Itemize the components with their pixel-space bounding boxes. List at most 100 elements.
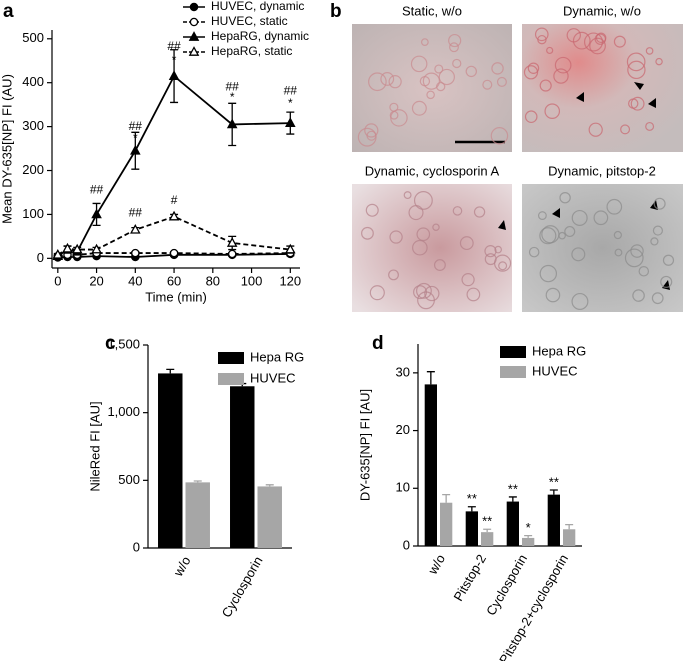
series [52,210,296,259]
line [57,215,291,256]
point [188,46,200,56]
cell [539,79,552,92]
y-tick-label: 20 [396,422,410,437]
cell [368,72,387,92]
y-tick-label: 200 [22,162,44,177]
error-bar [483,528,492,533]
error-bar [565,523,574,530]
point [285,117,296,127]
cell [365,203,379,217]
cell [361,226,374,240]
cell [388,75,402,89]
panel-letter: b [330,1,342,22]
cell [653,197,666,210]
y-tick-label: 500 [22,30,44,45]
cell [626,52,646,72]
cell [534,27,549,42]
legend-swatch [500,346,526,358]
cell [448,33,462,48]
cell [498,261,508,271]
cell [606,198,623,215]
cell [572,31,591,50]
x-tick-label: Cyclosporin [483,552,530,618]
cell [422,72,441,90]
cell [566,28,581,43]
cell [645,121,655,131]
panel-letter: d [372,333,384,354]
cell [403,191,412,200]
cell [571,247,586,262]
cell [537,34,547,45]
line [57,74,291,257]
y-axis-label: NileRed FI [AU] [87,401,102,491]
cell [433,259,446,272]
cell [554,56,572,74]
legend-label: HUVEC [250,370,296,385]
y-tick-label: 1,500 [107,336,140,351]
legend-label: HepaRG, static [211,44,292,58]
annotation: # [171,193,178,207]
x-tick-label: 40 [128,273,142,288]
annotation: * [133,131,138,145]
legend-label: HUVEC [532,363,578,378]
cell [449,42,459,53]
significance: * [526,520,531,535]
annotation: * [172,53,177,67]
cell [627,60,646,80]
cell [589,37,606,55]
cell [491,62,504,75]
annotation: ## [167,39,181,53]
cell [660,275,673,288]
legend-label: Hepa RG [250,349,304,364]
cell [420,38,429,46]
cell [459,236,474,251]
annotation: ## [284,84,298,98]
x-tick-label: 100 [241,273,263,288]
point [91,208,102,219]
significance: ** [508,481,518,496]
cell [632,289,645,302]
bar [506,501,519,546]
point [189,2,199,12]
y-tick-label: 400 [22,74,44,89]
point [226,118,238,129]
y-axis-label: DY-635[NP] FI [AU] [357,389,372,501]
cell [465,65,477,78]
cell [388,269,399,281]
cell [452,58,462,69]
cell [545,287,561,303]
bar [465,511,478,546]
cell [652,225,664,236]
panel-letter: a [3,1,14,22]
cell [490,127,509,145]
point [91,243,102,254]
y-tick-label: 0 [403,537,410,552]
cell [412,239,428,256]
cell [662,254,675,266]
x-tick-label: 0 [54,273,61,288]
cell [541,225,560,244]
cell [651,292,664,305]
cell [434,64,444,74]
cell [594,33,607,45]
error-bar [426,371,435,385]
micrograph [352,24,512,152]
cell [539,264,558,283]
cell [523,65,539,80]
y-tick-label: 10 [396,480,410,495]
cell [389,230,403,244]
error-bar [265,484,274,487]
x-tick-label: w/o [424,552,448,578]
cell [528,246,540,258]
significance: ** [467,491,477,506]
point [189,17,199,27]
annotation: ## [226,79,240,93]
cell [588,122,603,137]
cell [413,285,428,300]
y-axis-label: Mean DY-635[NP] FI (AU) [0,74,14,224]
cell [553,68,569,84]
legend-swatch [218,352,244,364]
legend-label: HUVEC, static [211,14,288,28]
y-tick-label: 30 [396,364,410,379]
